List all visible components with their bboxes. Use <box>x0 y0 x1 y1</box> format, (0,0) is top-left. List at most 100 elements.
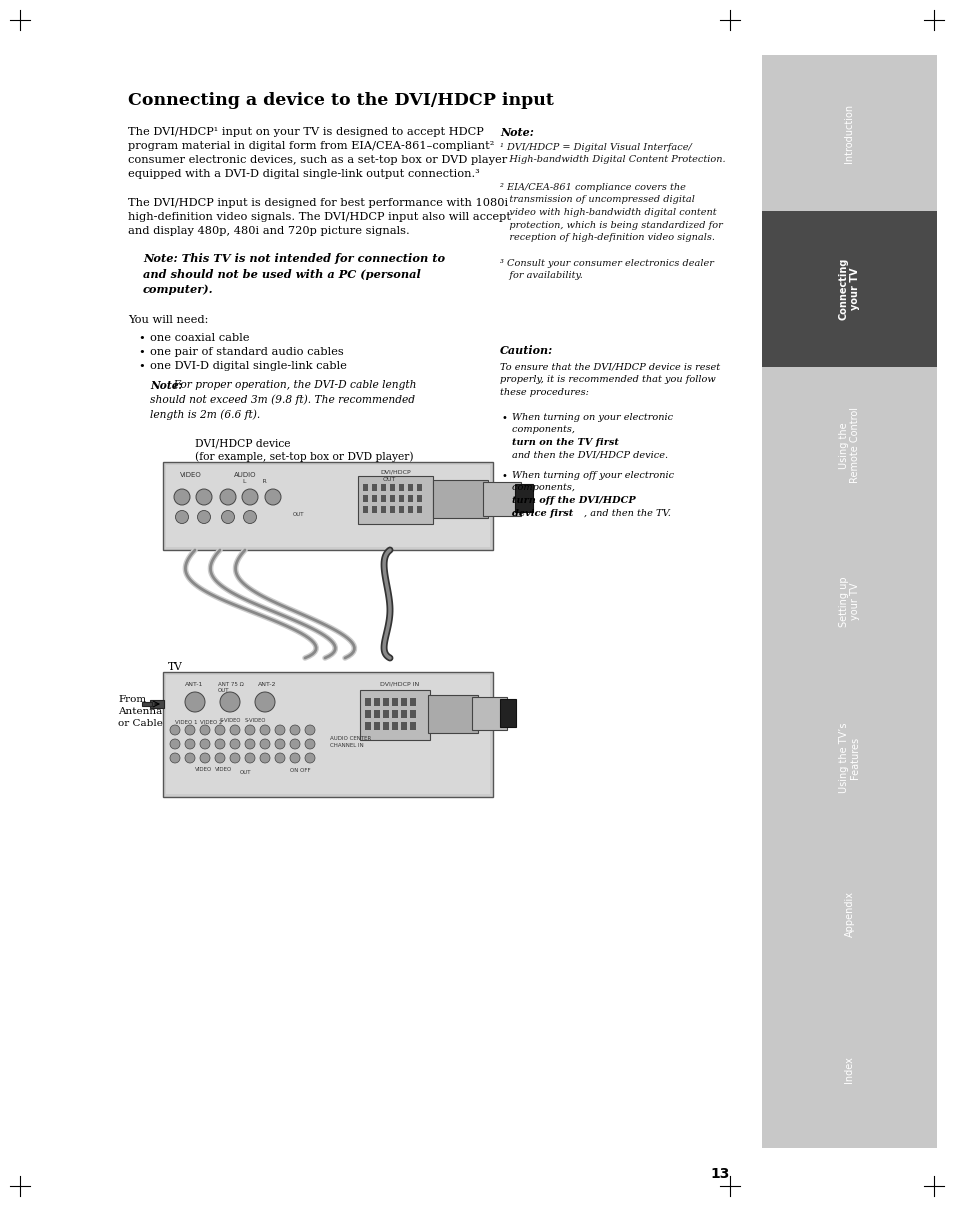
Circle shape <box>185 692 205 712</box>
Bar <box>363 507 368 513</box>
Text: one DVI-D digital single-link cable: one DVI-D digital single-link cable <box>150 361 347 371</box>
Circle shape <box>305 739 314 749</box>
Bar <box>410 698 416 706</box>
Text: You will need:: You will need: <box>128 315 208 324</box>
Text: VIDEO: VIDEO <box>194 767 212 772</box>
Circle shape <box>200 725 210 734</box>
Circle shape <box>305 753 314 763</box>
Circle shape <box>185 739 194 749</box>
Bar <box>166 675 490 794</box>
Circle shape <box>221 510 234 523</box>
Bar <box>357 476 433 523</box>
Text: and then the DVI/HDCP device.: and then the DVI/HDCP device. <box>512 451 667 459</box>
Circle shape <box>274 725 285 734</box>
Circle shape <box>175 510 189 523</box>
Bar <box>398 484 403 491</box>
Text: OUT: OUT <box>293 513 304 517</box>
Bar <box>382 722 389 730</box>
Text: ANT-2: ANT-2 <box>257 683 276 687</box>
Bar <box>761 523 936 679</box>
Circle shape <box>290 753 299 763</box>
Bar <box>390 484 395 491</box>
Circle shape <box>305 725 314 734</box>
Bar <box>472 697 506 730</box>
Bar <box>416 494 421 502</box>
Bar <box>398 494 403 502</box>
Bar <box>372 494 376 502</box>
Text: •: • <box>501 472 507 481</box>
Circle shape <box>245 739 254 749</box>
Circle shape <box>220 488 235 505</box>
Bar <box>400 710 407 718</box>
Bar <box>374 698 379 706</box>
Bar <box>433 480 488 519</box>
Text: one coaxial cable: one coaxial cable <box>150 333 250 343</box>
Text: ¹ DVI/HDCP = Digital Visual Interface/
   High-bandwidth Digital Content Protect: ¹ DVI/HDCP = Digital Visual Interface/ H… <box>499 144 725 164</box>
Bar <box>482 482 520 516</box>
Circle shape <box>220 692 240 712</box>
Text: AUDIO: AUDIO <box>233 472 256 478</box>
Bar <box>365 698 371 706</box>
Text: To ensure that the DVI/HDCP device is reset
properly, it is recommended that you: To ensure that the DVI/HDCP device is re… <box>499 363 720 397</box>
Text: Note: This TV is not intended for connection to
and should not be used with a PC: Note: This TV is not intended for connec… <box>143 253 445 295</box>
Text: For proper operation, the DVI-D cable length
should not exceed 3m (9.8 ft). The : For proper operation, the DVI-D cable le… <box>150 380 416 420</box>
Circle shape <box>260 753 270 763</box>
Bar <box>408 484 413 491</box>
Bar <box>380 494 386 502</box>
Bar <box>359 690 430 740</box>
Text: Appendix: Appendix <box>843 891 854 937</box>
Text: •: • <box>138 333 145 343</box>
Circle shape <box>230 739 240 749</box>
Text: VIDEO 1: VIDEO 1 <box>174 720 197 725</box>
Text: ON OFF: ON OFF <box>290 768 311 773</box>
Text: ³ Consult your consumer electronics dealer
   for availability.: ³ Consult your consumer electronics deal… <box>499 259 713 281</box>
Circle shape <box>230 753 240 763</box>
Bar <box>365 722 371 730</box>
Bar <box>428 695 477 733</box>
Circle shape <box>242 488 257 505</box>
Text: L        R: L R <box>243 479 267 484</box>
Circle shape <box>245 725 254 734</box>
Bar <box>382 698 389 706</box>
Bar <box>390 507 395 513</box>
Bar <box>761 368 936 523</box>
Bar <box>365 710 371 718</box>
Bar <box>363 494 368 502</box>
Bar <box>380 507 386 513</box>
Bar <box>408 507 413 513</box>
Circle shape <box>243 510 256 523</box>
Bar <box>398 507 403 513</box>
Text: AUDIO CENTER
CHANNEL IN: AUDIO CENTER CHANNEL IN <box>330 736 371 748</box>
Circle shape <box>230 725 240 734</box>
Text: The DVI/HDCP¹ input on your TV is designed to accept HDCP
program material in di: The DVI/HDCP¹ input on your TV is design… <box>128 127 507 178</box>
Circle shape <box>197 510 211 523</box>
Text: OUT: OUT <box>240 769 252 775</box>
Bar <box>374 722 379 730</box>
Text: one pair of standard audio cables: one pair of standard audio cables <box>150 347 343 357</box>
Text: Caution:: Caution: <box>499 345 553 356</box>
Text: When turning on your electronic
components,: When turning on your electronic componen… <box>512 412 673 434</box>
Text: •: • <box>138 361 145 371</box>
Bar <box>410 722 416 730</box>
Bar <box>163 462 493 550</box>
Bar <box>761 836 936 991</box>
Bar <box>363 484 368 491</box>
Text: turn on the TV first: turn on the TV first <box>512 438 618 447</box>
Bar <box>400 698 407 706</box>
Bar <box>761 679 936 836</box>
Circle shape <box>185 753 194 763</box>
Bar <box>515 484 533 513</box>
Text: Note:: Note: <box>499 127 534 137</box>
Text: TV: TV <box>168 662 183 672</box>
Bar <box>416 484 421 491</box>
Text: DVI/HDCP device: DVI/HDCP device <box>194 438 291 447</box>
Circle shape <box>200 739 210 749</box>
Text: DVI/HDCP: DVI/HDCP <box>379 470 410 475</box>
Circle shape <box>185 725 194 734</box>
Bar <box>372 484 376 491</box>
Bar <box>400 722 407 730</box>
Circle shape <box>200 753 210 763</box>
Circle shape <box>290 739 299 749</box>
Text: Note:: Note: <box>150 380 182 391</box>
Bar <box>142 702 152 706</box>
